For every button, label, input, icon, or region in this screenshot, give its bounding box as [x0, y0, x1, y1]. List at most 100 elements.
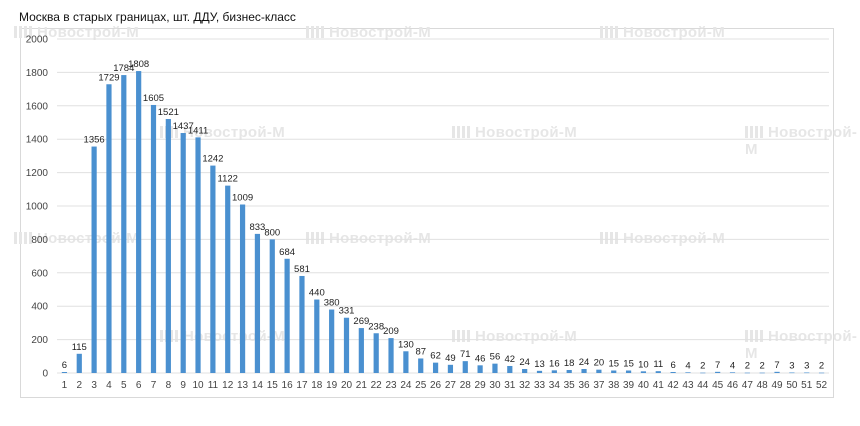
bar [165, 118, 171, 373]
data-label: 130 [398, 339, 414, 350]
bar [536, 370, 543, 373]
watermark: Новострой-М [306, 24, 431, 41]
data-label: 15 [623, 358, 634, 369]
bar [106, 84, 112, 373]
x-tick-label: 50 [786, 380, 798, 391]
data-label: 49 [445, 353, 456, 364]
building-bars-icon [600, 26, 618, 38]
bar [581, 368, 587, 373]
bar [700, 372, 706, 374]
data-label: 238 [368, 321, 384, 332]
x-tick-label: 5 [121, 380, 127, 391]
bar [269, 239, 275, 373]
bar [507, 365, 513, 373]
x-tick-label: 41 [653, 380, 665, 391]
x-tick-label: 45 [712, 380, 724, 391]
watermark: Новострой-М [14, 230, 139, 247]
x-tick-label: 52 [816, 380, 828, 391]
data-label: 1808 [128, 59, 149, 70]
data-label: 1521 [158, 107, 179, 118]
x-tick-label: 35 [564, 380, 576, 391]
data-label: 7 [715, 360, 720, 371]
watermark: Новострой-М [452, 124, 577, 141]
x-tick-label: 29 [475, 380, 487, 391]
bar [299, 275, 305, 373]
data-label: 1437 [173, 121, 194, 132]
bar [329, 309, 335, 373]
bar [729, 372, 736, 373]
x-tick-label: 31 [504, 380, 516, 391]
data-label: 3 [804, 360, 809, 371]
data-label: 2 [819, 361, 824, 372]
data-label: 46 [475, 353, 486, 364]
x-tick-label: 40 [638, 380, 650, 391]
data-label: 380 [324, 298, 340, 309]
x-tick-label: 37 [593, 380, 605, 391]
chart-title: Москва в старых границах, шт. ДДУ, бизне… [19, 10, 296, 24]
data-label: 331 [339, 306, 355, 317]
bar [314, 299, 320, 373]
y-tick-label: 200 [31, 335, 48, 346]
watermark: Новострой-М [745, 124, 860, 158]
watermark-text: Новострой-М [745, 124, 858, 158]
watermark: Новострой-М [745, 328, 860, 362]
bar [759, 372, 765, 374]
data-label: 4 [685, 360, 690, 371]
bar [596, 369, 602, 373]
y-tick-label: 600 [31, 268, 48, 279]
bar [477, 365, 483, 373]
x-tick-label: 47 [742, 380, 754, 391]
data-label: 1605 [143, 93, 164, 104]
data-label: 2 [745, 361, 750, 372]
data-label: 6 [62, 360, 67, 371]
data-label: 11 [653, 359, 663, 370]
data-label: 6 [670, 360, 675, 371]
chart-frame [20, 28, 834, 398]
bar [418, 358, 424, 373]
data-label: 1784 [113, 63, 134, 74]
bar [180, 133, 186, 373]
x-tick-label: 43 [682, 380, 694, 391]
x-tick-label: 27 [445, 380, 457, 391]
bar [818, 372, 825, 374]
x-tick-label: 28 [460, 380, 472, 391]
watermark: Новострой-М [600, 230, 725, 247]
x-tick-label: 30 [489, 380, 501, 391]
watermark-text: Новострой-М [37, 24, 140, 41]
x-tick-label: 15 [267, 380, 279, 391]
bar [254, 233, 261, 373]
x-tick-label: 3 [91, 380, 97, 391]
x-tick-label: 42 [668, 380, 680, 391]
x-tick-label: 22 [371, 380, 383, 391]
building-bars-icon [600, 232, 618, 244]
x-tick-label: 51 [801, 380, 813, 391]
x-tick-label: 14 [252, 380, 264, 391]
data-label: 115 [72, 342, 87, 353]
x-tick-label: 39 [623, 380, 635, 391]
building-bars-icon [306, 232, 324, 244]
x-tick-label: 13 [237, 380, 249, 391]
bar [625, 370, 632, 373]
bar [566, 369, 572, 373]
bar [284, 258, 290, 373]
x-tick-label: 34 [549, 380, 561, 391]
data-label: 10 [638, 359, 649, 370]
watermark-text: Новострой-М [623, 24, 726, 41]
y-tick-label: 1400 [26, 135, 49, 146]
x-tick-label: 33 [534, 380, 546, 391]
data-label: 2 [700, 361, 705, 372]
x-tick-label: 49 [771, 380, 783, 391]
data-label: 3 [789, 360, 794, 371]
bar [744, 372, 750, 374]
watermark-text: Новострой-М [745, 328, 858, 362]
data-label: 42 [505, 354, 516, 365]
x-tick-label: 19 [326, 380, 338, 391]
building-bars-icon [306, 26, 324, 38]
data-label: 24 [579, 357, 590, 368]
data-label: 800 [264, 227, 280, 238]
bar [76, 353, 82, 373]
data-label: 1411 [188, 125, 208, 136]
watermark-text: Новострой-М [475, 124, 578, 141]
bar [61, 371, 68, 373]
x-tick-label: 44 [697, 380, 709, 391]
